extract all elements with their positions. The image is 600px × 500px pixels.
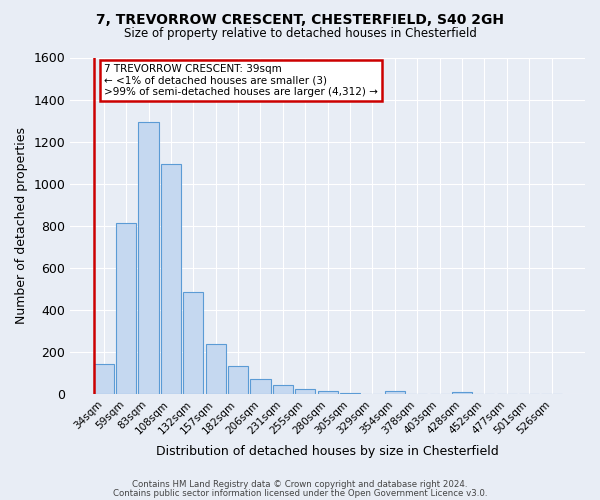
Bar xyxy=(317,391,338,394)
Bar xyxy=(228,366,248,394)
Text: Contains public sector information licensed under the Open Government Licence v3: Contains public sector information licen… xyxy=(113,489,487,498)
Bar xyxy=(139,122,158,394)
Text: Contains HM Land Registry data © Crown copyright and database right 2024.: Contains HM Land Registry data © Crown c… xyxy=(132,480,468,489)
Text: 7 TREVORROW CRESCENT: 39sqm
← <1% of detached houses are smaller (3)
>99% of sem: 7 TREVORROW CRESCENT: 39sqm ← <1% of det… xyxy=(104,64,377,97)
Bar xyxy=(183,292,203,394)
Bar xyxy=(385,392,405,394)
Bar xyxy=(295,389,316,394)
Text: Size of property relative to detached houses in Chesterfield: Size of property relative to detached ho… xyxy=(124,28,476,40)
X-axis label: Distribution of detached houses by size in Chesterfield: Distribution of detached houses by size … xyxy=(156,444,499,458)
Bar xyxy=(116,223,136,394)
Bar xyxy=(161,164,181,394)
Bar xyxy=(452,392,472,394)
Bar xyxy=(94,364,114,394)
Bar xyxy=(273,385,293,394)
Bar xyxy=(206,344,226,395)
Y-axis label: Number of detached properties: Number of detached properties xyxy=(15,128,28,324)
Bar xyxy=(340,393,360,394)
Text: 7, TREVORROW CRESCENT, CHESTERFIELD, S40 2GH: 7, TREVORROW CRESCENT, CHESTERFIELD, S40… xyxy=(96,12,504,26)
Bar xyxy=(250,379,271,394)
